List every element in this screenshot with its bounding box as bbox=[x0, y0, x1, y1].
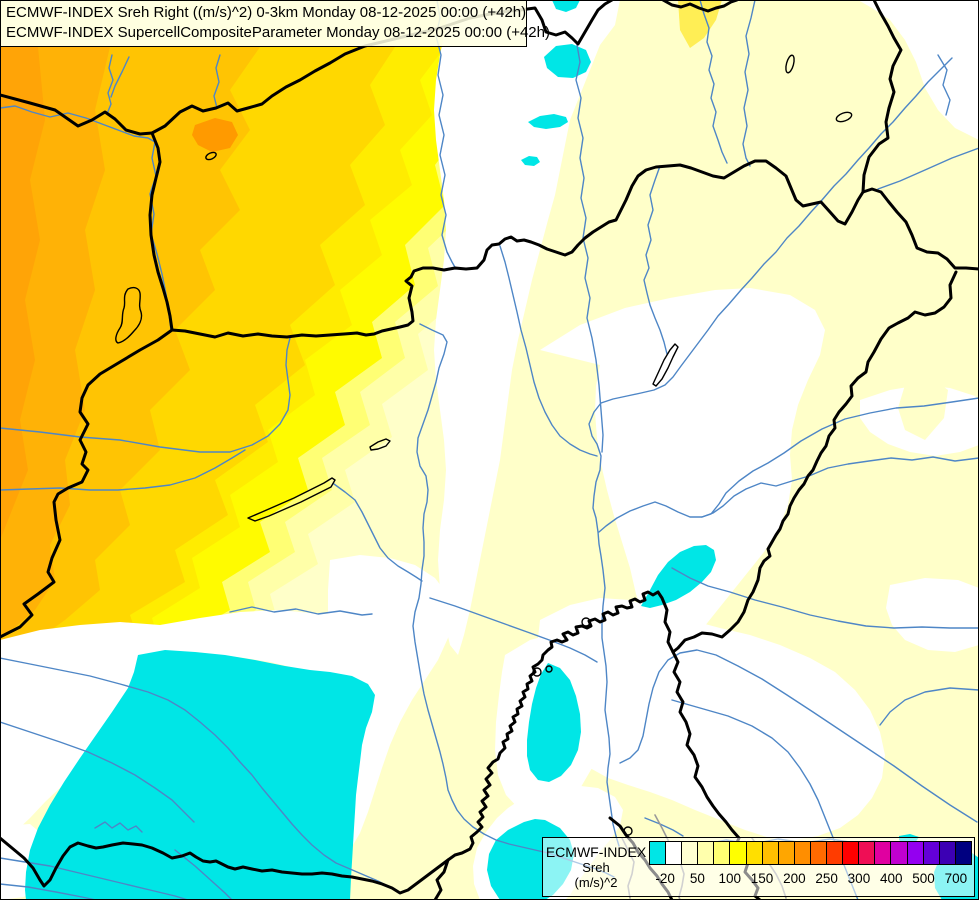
title-box: ECMWF-INDEX Sreh Right ((m/s)^2) 0-3km M… bbox=[0, 0, 550, 47]
colorbar-cell bbox=[682, 842, 699, 864]
colorbar-cell bbox=[778, 842, 795, 864]
colorbar-cell bbox=[891, 842, 908, 864]
colorbar-cell bbox=[698, 842, 715, 864]
colorbar-cell bbox=[955, 842, 971, 864]
helicity-contour-bands bbox=[0, 0, 722, 755]
colorbar-cell bbox=[650, 842, 667, 864]
colorbar-tick-label: 700 bbox=[944, 871, 968, 886]
colorbar-tick-label: 150 bbox=[750, 871, 774, 886]
colorbar-cell bbox=[666, 842, 683, 864]
colorbar-tick-label: 500 bbox=[912, 871, 935, 886]
legend-model-name: ECMWF-INDEX bbox=[545, 844, 647, 860]
title-line-1: ECMWF-INDEX Sreh Right ((m/s)^2) 0-3km M… bbox=[6, 4, 527, 21]
colorbar-tick-label: 250 bbox=[815, 871, 838, 886]
colorbar-cell bbox=[843, 842, 860, 864]
colorbar-cell bbox=[714, 842, 731, 864]
colorbar-cell bbox=[794, 842, 811, 864]
colorbar-cell bbox=[907, 842, 924, 864]
legend-tick-labels: -20 50 100 150 200 250 300 400 500 700 bbox=[649, 868, 972, 888]
colorbar-tick-label: 100 bbox=[718, 871, 742, 886]
colorbar-cell bbox=[827, 842, 844, 864]
cream-patches bbox=[660, 62, 948, 540]
lake-outlines bbox=[115, 54, 853, 836]
legend-text-block: ECMWF-INDEX Sreh (m/s)^2 bbox=[543, 838, 649, 896]
colorbar-cell bbox=[875, 842, 892, 864]
legend-parameter-name: Sreh bbox=[582, 860, 610, 875]
legend-units: (m/s)^2 bbox=[574, 875, 618, 890]
colorbar-cell bbox=[923, 842, 940, 864]
colorbar-tick-label: 50 bbox=[689, 871, 705, 886]
colorbar-tick-label: 400 bbox=[879, 871, 903, 886]
legend-colorbar bbox=[649, 841, 972, 865]
colorbar-tick-label: -20 bbox=[655, 871, 675, 886]
colorbar-cell bbox=[939, 842, 956, 864]
colorbar-cell bbox=[810, 842, 828, 864]
legend-panel: ECMWF-INDEX Sreh (m/s)^2 -20 50 100 150 200 2… bbox=[542, 837, 975, 897]
colorbar-cell bbox=[762, 842, 779, 864]
title-line-2: ECMWF-INDEX SupercellCompositeParameter … bbox=[6, 24, 550, 41]
colorbar-cell bbox=[730, 842, 747, 864]
colorbar-cell bbox=[746, 842, 763, 864]
colorbar-tick-label: 300 bbox=[847, 871, 871, 886]
colorbar-tick-label: 200 bbox=[783, 871, 806, 886]
colorbar-cell bbox=[859, 842, 876, 864]
